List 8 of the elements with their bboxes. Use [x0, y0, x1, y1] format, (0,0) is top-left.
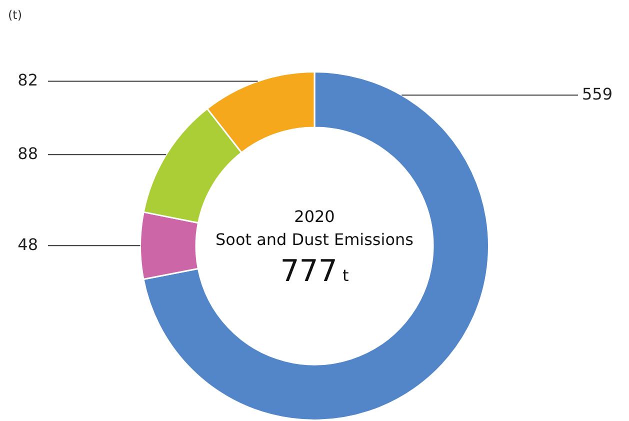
- data-label: 82: [18, 70, 38, 90]
- text: (t): [8, 8, 22, 22]
- data-label: 559: [582, 84, 613, 104]
- text: Soot and Dust Emissions: [216, 230, 414, 250]
- data-label: 48: [18, 234, 38, 254]
- text: 777 t: [280, 254, 349, 289]
- text: 2020: [294, 207, 335, 226]
- data-label: 88: [18, 144, 38, 163]
